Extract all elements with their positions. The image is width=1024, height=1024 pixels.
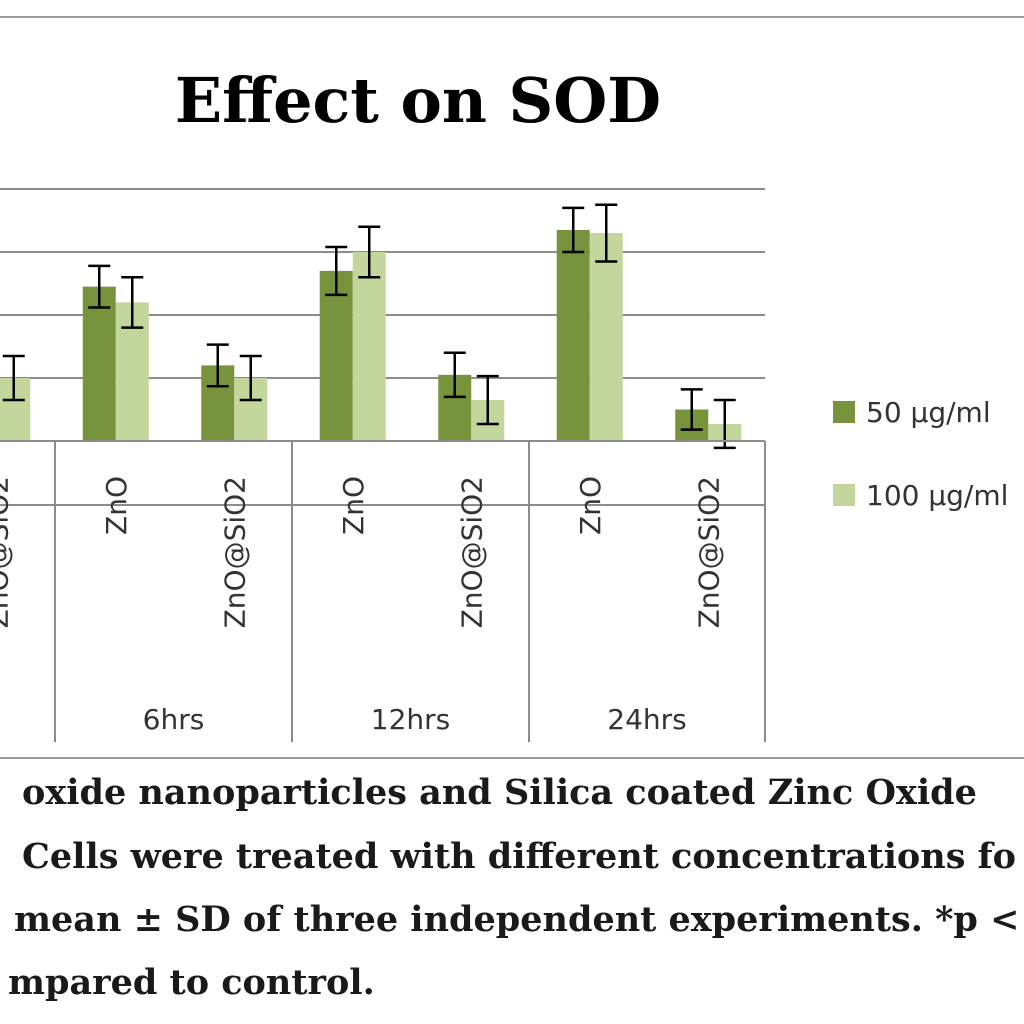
x-tick-label: ZnO@SiO2 [455, 476, 488, 628]
legend: 50 µg/ml 100 µg/ml [833, 396, 1008, 512]
legend-swatch [833, 401, 855, 423]
legend-label: 50 µg/ml [866, 396, 991, 429]
caption-line-2: Cells were treated with different concen… [22, 836, 1016, 877]
error-bar-50-5 [562, 206, 585, 254]
x-tick-label: ZnO [574, 476, 607, 535]
bar-50-3 [319, 270, 353, 441]
chart: Effect on SOD ZnO@SiO2 ZnO ZnO@SiO2 ZnO ZnO@… [0, 16, 1024, 759]
error-bar-50-1 [88, 264, 111, 309]
error-bar-50-4 [443, 351, 466, 399]
x-group-label: 12hrs [371, 703, 450, 736]
error-bar-100-6 [713, 398, 736, 450]
x-group-label: 24hrs [607, 703, 686, 736]
error-bars [2, 203, 736, 450]
error-bar-100-2 [239, 354, 262, 402]
error-bar-50-3 [325, 245, 348, 297]
x-tick-label: ZnO [100, 476, 133, 535]
error-bar-50-2 [206, 343, 229, 388]
bar-100-5 [589, 233, 623, 441]
chart-title: Effect on SOD [175, 64, 661, 137]
error-bar-100-0 [2, 354, 25, 402]
error-bar-100-5 [595, 203, 618, 263]
x-tick-label: ZnO@SiO2 [218, 476, 251, 628]
error-bar-100-3 [358, 225, 381, 279]
x-axis: ZnO@SiO2 ZnO ZnO@SiO2 ZnO ZnO@SiO2 ZnO ZnO@SiO… [0, 440, 766, 742]
bar-100-3 [352, 252, 386, 441]
legend-swatch [833, 484, 855, 506]
bars [0, 229, 742, 441]
error-bar-50-6 [680, 388, 703, 431]
x-tick-label: ZnO@SiO2 [0, 476, 14, 628]
x-tick-label: ZnO@SiO2 [692, 476, 725, 628]
x-group-label: 6hrs [143, 703, 205, 736]
x-tick-label: ZnO [337, 476, 370, 535]
legend-label: 100 µg/ml [866, 479, 1008, 512]
error-bar-100-4 [476, 374, 499, 426]
error-bar-100-1 [121, 275, 144, 329]
figure-caption: oxide nanoparticles and Silica coated Zi… [0, 768, 1024, 1024]
caption-line-1: oxide nanoparticles and Silica coated Zi… [22, 772, 977, 813]
bar-50-5 [556, 229, 590, 441]
bar-100-0 [0, 378, 31, 441]
caption-line-3: mean ± SD of three independent experimen… [14, 899, 1024, 940]
bar-50-1 [82, 286, 116, 441]
caption-line-4: mpared to control. [8, 962, 375, 1003]
